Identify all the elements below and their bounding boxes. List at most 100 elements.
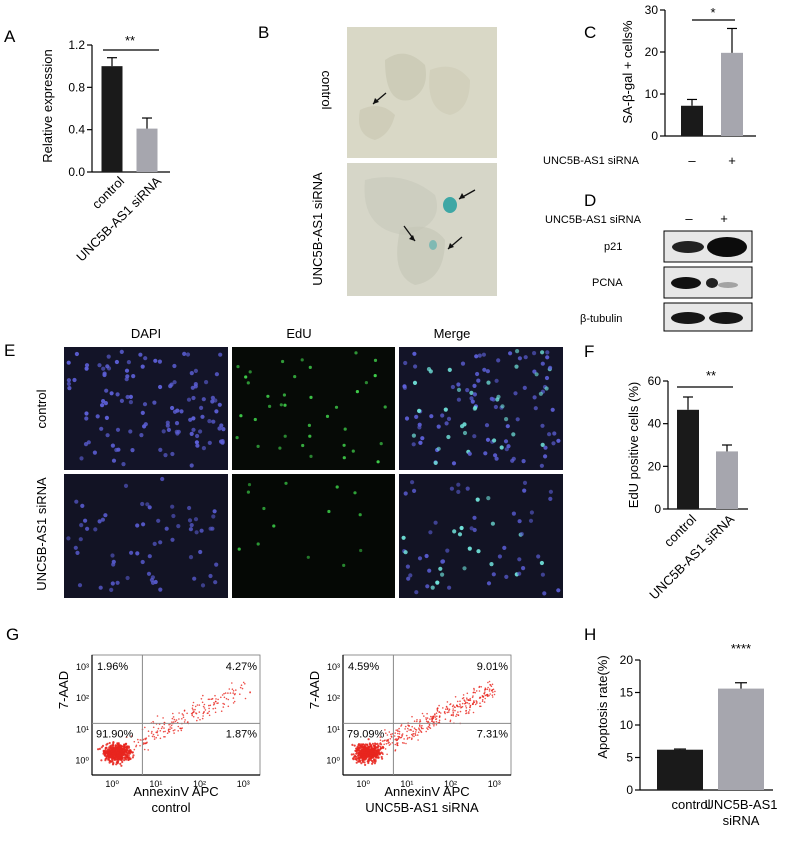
- y-tick-label: 10²: [327, 693, 340, 703]
- event-dot: [214, 694, 216, 697]
- event-dot: [168, 731, 171, 733]
- event-dot: [479, 702, 481, 704]
- cell-nucleus: [189, 523, 194, 528]
- cell-nucleus: [189, 463, 194, 468]
- event-dot: [180, 729, 183, 732]
- band-label-tubulin: β-tubulin: [580, 313, 622, 325]
- event-dot: [144, 726, 146, 729]
- event-dot: [433, 721, 435, 723]
- cell-nucleus: [379, 442, 383, 446]
- cell-nucleus: [152, 541, 157, 547]
- event-dot: [385, 732, 387, 734]
- event-dot: [157, 727, 160, 730]
- cell-nucleus: [98, 585, 103, 590]
- bar-a-1: [136, 128, 158, 172]
- event-dot: [466, 699, 468, 701]
- cell-nucleus: [106, 366, 112, 371]
- event-dot: [354, 749, 357, 752]
- event-dot: [214, 700, 217, 703]
- cell-nucleus: [405, 564, 410, 569]
- event-dot: [404, 728, 406, 730]
- event-dot: [131, 751, 134, 754]
- cell-nucleus: [130, 448, 135, 453]
- xlabel-g: AnnexinV APC: [384, 784, 469, 799]
- cell-nucleus: [83, 518, 88, 523]
- cell-nucleus: [521, 566, 526, 571]
- cell-nucleus: [335, 485, 339, 489]
- event-dot: [183, 721, 186, 723]
- cell-nucleus: [472, 527, 477, 533]
- cell-nucleus: [212, 509, 217, 514]
- cell-nucleus: [135, 523, 140, 528]
- event-dot: [488, 680, 491, 683]
- band: [709, 312, 743, 324]
- event-dot: [475, 690, 478, 692]
- event-dot: [232, 692, 234, 694]
- event-dot: [222, 702, 224, 705]
- cell-nucleus: [283, 434, 287, 438]
- cell-nucleus: [515, 349, 520, 354]
- event-dot: [423, 715, 425, 717]
- event-dot: [152, 733, 155, 736]
- cell-nucleus: [214, 372, 219, 377]
- event-dot: [351, 757, 355, 760]
- event-dot: [160, 727, 163, 730]
- quadrant-ur-percent: 9.01%: [477, 661, 508, 673]
- cell-nucleus: [417, 556, 423, 561]
- cell-nucleus: [472, 406, 477, 411]
- event-dot: [168, 723, 170, 726]
- quadrant-ul-percent: 4.59%: [348, 661, 379, 673]
- cell-nucleus: [406, 576, 411, 581]
- cell-nucleus: [467, 451, 472, 456]
- cell-nucleus: [115, 580, 120, 585]
- event-dot: [167, 729, 170, 731]
- event-dot: [145, 742, 148, 744]
- event-dot: [406, 730, 408, 733]
- x-tick-label: 10¹: [400, 779, 413, 789]
- event-dot: [162, 717, 164, 719]
- event-dot: [387, 738, 390, 741]
- cell-nucleus: [217, 402, 222, 407]
- event-dot: [119, 746, 122, 749]
- cell-nucleus: [452, 529, 457, 534]
- event-dot: [196, 719, 198, 722]
- cell-nucleus: [540, 572, 546, 577]
- image-merge-control: [399, 347, 563, 470]
- event-dot: [177, 730, 179, 732]
- cell-nucleus: [103, 513, 108, 518]
- event-dot: [446, 701, 449, 703]
- cell-nucleus: [101, 366, 106, 371]
- cell-nucleus: [128, 394, 133, 399]
- band: [706, 278, 718, 288]
- cell-nucleus: [354, 351, 358, 355]
- event-dot: [244, 683, 246, 685]
- cell-nucleus: [482, 367, 487, 372]
- event-dot: [177, 725, 180, 728]
- cell-nucleus: [268, 404, 272, 408]
- event-dot: [393, 735, 396, 737]
- cell-nucleus: [456, 382, 461, 387]
- cell-nucleus: [481, 352, 486, 357]
- cell-nucleus: [486, 496, 491, 501]
- event-dot: [135, 744, 138, 747]
- row-label-b-control: control: [319, 70, 334, 109]
- event-dot: [385, 743, 388, 745]
- cell-nucleus: [188, 527, 193, 532]
- event-dot: [398, 733, 401, 735]
- event-dot: [488, 690, 491, 692]
- event-dot: [357, 754, 360, 758]
- event-dot: [355, 761, 358, 764]
- y-tick-label: 10¹: [327, 724, 340, 734]
- cell-nucleus: [355, 390, 359, 394]
- cell-nucleus: [443, 407, 448, 412]
- bar-f-1: [716, 451, 738, 509]
- event-dot: [379, 736, 382, 738]
- event-dot: [125, 736, 128, 738]
- event-dot: [472, 701, 475, 703]
- event-dot: [488, 694, 490, 697]
- event-dot: [121, 757, 124, 760]
- cell-nucleus: [191, 416, 196, 421]
- cell-nucleus: [376, 460, 380, 464]
- cell-nucleus: [193, 382, 198, 387]
- event-dot: [148, 735, 150, 737]
